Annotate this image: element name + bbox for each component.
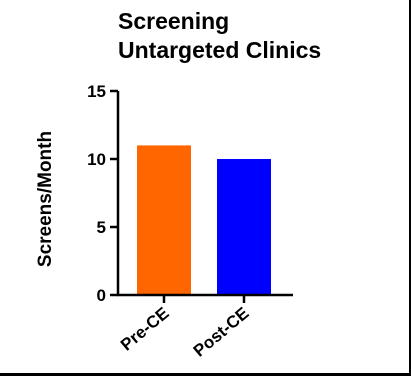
chart-title-line-2: Untargeted Clinics <box>118 37 322 63</box>
y-tick-label: 0 <box>97 286 106 305</box>
bars-group <box>137 145 271 295</box>
y-axis-title: Screens/Month <box>35 131 56 267</box>
axes-group <box>110 89 293 303</box>
bar-post-ce <box>217 159 271 295</box>
y-tick-label: 10 <box>87 150 106 169</box>
y-tick-label: 15 <box>87 82 106 101</box>
x-tick-label-pre-ce: Pre-CE <box>117 304 173 355</box>
bar-pre-ce <box>137 145 191 295</box>
y-tick-label: 5 <box>97 218 106 237</box>
x-tick-label-post-ce: Post-CE <box>190 304 253 361</box>
chart-title-line-1: Screening <box>118 8 230 34</box>
chart-title: Screening Untargeted Clinics <box>118 7 408 65</box>
